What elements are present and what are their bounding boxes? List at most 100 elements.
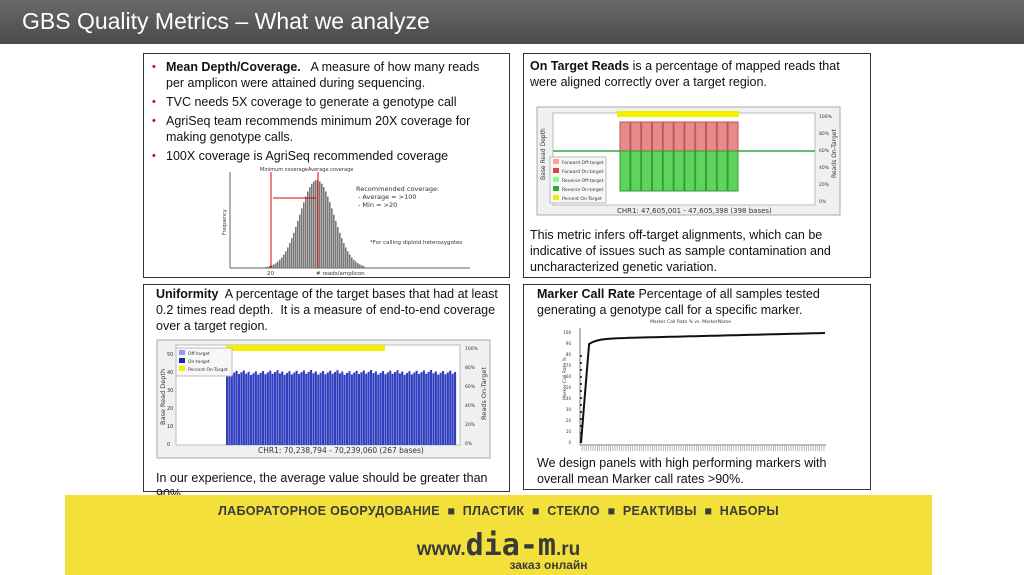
point <box>580 376 582 378</box>
bar <box>295 370 298 445</box>
panel <box>523 284 871 490</box>
bar-down <box>619 150 631 192</box>
bar <box>247 371 250 445</box>
text: A percentage of the target bases that ha… <box>156 287 502 333</box>
legend-swatch <box>553 159 559 164</box>
bar-down <box>727 150 739 192</box>
histogram-bar <box>305 196 307 268</box>
bar <box>271 373 274 445</box>
label: Reverse Off-target <box>562 178 604 184</box>
bar <box>274 372 277 445</box>
bold-text: On Target Reads <box>530 59 630 73</box>
bar-down <box>662 150 674 192</box>
bar <box>432 373 435 445</box>
text: A measure of how many reads per amplicon… <box>166 60 483 90</box>
bar <box>425 373 428 445</box>
url-name: dia-m <box>465 528 556 563</box>
bar <box>329 370 332 445</box>
bar <box>343 374 346 445</box>
bar <box>367 371 370 445</box>
bar <box>334 372 337 445</box>
bar <box>420 372 423 445</box>
histogram-bar <box>267 266 269 268</box>
label: Minimum coverage <box>260 167 308 173</box>
legend-box <box>549 156 607 204</box>
panel <box>143 53 510 278</box>
histogram-bar <box>285 251 287 268</box>
bar-down <box>630 150 642 192</box>
separator: ■ <box>524 504 548 518</box>
bar <box>442 371 445 445</box>
histogram-bar <box>345 247 347 268</box>
bar <box>317 374 320 445</box>
bar <box>437 374 440 445</box>
histogram-bar <box>301 208 303 268</box>
histogram-bar <box>307 191 309 268</box>
histogram-bar <box>281 257 283 268</box>
bar <box>389 370 392 445</box>
label: On-target <box>188 359 210 365</box>
bar-down <box>695 150 707 192</box>
bullet: TVC needs 5X coverage to generate a geno… <box>152 94 499 110</box>
histogram-bar <box>303 202 305 268</box>
text: 100X coverage is AgriSeq recommended cov… <box>166 149 449 163</box>
bar <box>264 374 267 445</box>
label: 20 <box>267 271 274 277</box>
histogram-bar <box>331 208 333 268</box>
bar <box>338 373 341 445</box>
separator: ■ <box>439 504 463 518</box>
histogram-bar <box>279 259 281 268</box>
bar <box>326 372 329 445</box>
histogram-bar <box>339 232 341 268</box>
label: 60% <box>465 384 476 390</box>
histogram-bar <box>291 238 293 268</box>
histogram-bar <box>269 266 271 268</box>
label: 0 <box>568 440 571 445</box>
bar <box>446 372 449 445</box>
bar <box>365 373 368 445</box>
bar <box>300 372 303 445</box>
label: Base Read Depth <box>540 128 547 180</box>
point <box>580 369 582 371</box>
bar <box>346 373 349 445</box>
bar-down <box>684 150 696 192</box>
bar <box>233 372 236 445</box>
histogram-bar <box>323 187 325 268</box>
histogram-bar <box>327 196 329 268</box>
bar <box>259 372 262 445</box>
url[interactable]: www.dia-m.ru <box>65 528 932 563</box>
histogram-bar <box>319 181 321 268</box>
point <box>580 404 582 406</box>
bar <box>302 370 305 445</box>
bold-text: Mean Depth/Coverage. <box>166 60 301 74</box>
bar <box>396 370 399 445</box>
label: 100 <box>563 330 571 335</box>
panel-footer: This metric infers off-target alignments… <box>530 228 831 274</box>
url-suffix: .ru <box>555 539 581 560</box>
label: 40 <box>566 396 572 401</box>
bar <box>430 370 433 445</box>
bar <box>362 370 365 445</box>
histogram-bar <box>313 181 315 268</box>
bar <box>444 374 447 445</box>
bar <box>266 372 269 445</box>
bar <box>286 373 289 445</box>
bullet: AgriSeq team recommends minimum 20X cove… <box>152 113 499 145</box>
label: 100% <box>465 346 479 352</box>
bar <box>382 371 385 445</box>
bullet: 100X coverage is AgriSeq recommended cov… <box>152 148 499 164</box>
histogram-bar <box>321 183 323 268</box>
bar <box>413 372 416 445</box>
bar <box>307 371 310 445</box>
histogram-bar <box>349 254 351 268</box>
label: Forward On-target <box>562 169 603 175</box>
bar <box>398 373 401 445</box>
histogram-bar <box>271 265 273 268</box>
label: CHR1: 70,238,794 - 70,239,060 (267 bases… <box>258 446 424 455</box>
bold-text: Uniformity <box>156 287 219 301</box>
bar <box>331 373 334 445</box>
separator: ■ <box>599 504 623 518</box>
bar-down <box>673 150 685 192</box>
bar <box>449 370 452 445</box>
